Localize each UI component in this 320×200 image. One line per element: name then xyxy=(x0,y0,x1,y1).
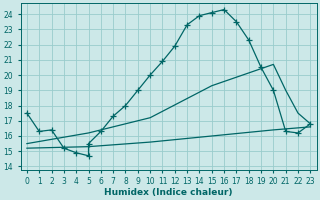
X-axis label: Humidex (Indice chaleur): Humidex (Indice chaleur) xyxy=(104,188,233,197)
